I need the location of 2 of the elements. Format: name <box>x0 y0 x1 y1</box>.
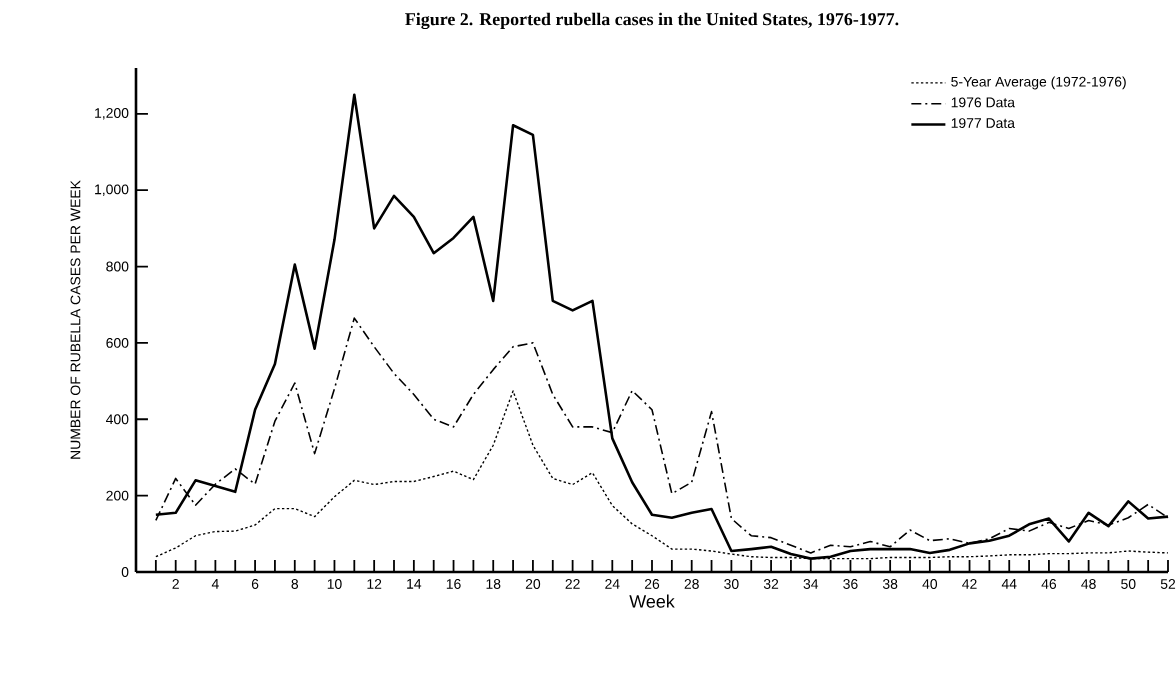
x-axis-title: Week <box>629 594 675 608</box>
chart-title: Figure 2. Reported rubella cases in the United States, 1976-1977. <box>405 12 899 30</box>
